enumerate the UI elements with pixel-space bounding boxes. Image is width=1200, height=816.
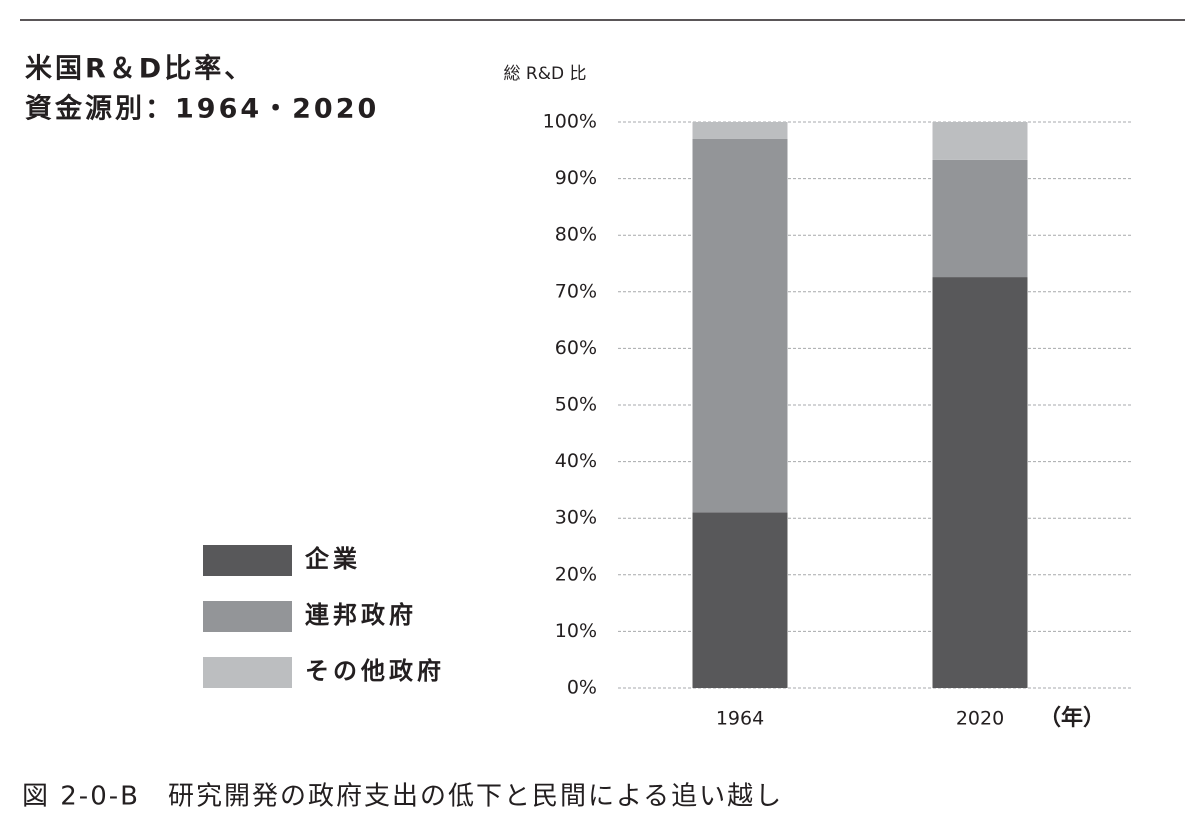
bar-segment (932, 122, 1028, 160)
chart-title: 米国R＆D比率、 (25, 53, 254, 85)
y-tick-label: 20% (555, 563, 597, 585)
bar-segment (932, 277, 1028, 688)
bar-segment (932, 159, 1028, 278)
bar-segment (692, 138, 788, 513)
x-axis-label: （年） (1039, 705, 1105, 731)
bar-segment (692, 122, 788, 139)
y-axis-label: 総 R&D 比 (504, 64, 587, 84)
y-tick-label: 80% (555, 224, 597, 246)
legend-swatch (203, 601, 292, 632)
y-tick-label: 10% (555, 620, 597, 642)
y-tick-label: 30% (555, 507, 597, 529)
bar-segment (692, 512, 788, 688)
y-tick-label: 70% (555, 280, 597, 302)
y-tick-label: 90% (555, 167, 597, 189)
y-tick-label: 60% (555, 337, 597, 359)
y-tick-label: 50% (555, 394, 597, 416)
legend-swatch (203, 657, 292, 688)
legend-swatch (203, 545, 292, 576)
chart-title: 資金源別：1964・2020 (25, 93, 379, 125)
x-tick-label: 2020 (956, 708, 1004, 730)
y-tick-label: 40% (555, 450, 597, 472)
y-tick-label: 100% (543, 111, 597, 133)
legend-label: 連邦政府 (305, 601, 417, 629)
caption: 図 2-0-B 研究開発の政府支出の低下と民間による追い越し (22, 782, 783, 812)
legend-label: 企業 (305, 545, 361, 573)
legend-label: その他政府 (305, 657, 445, 685)
y-tick-label: 0% (567, 677, 597, 699)
x-tick-label: 1964 (716, 708, 764, 730)
